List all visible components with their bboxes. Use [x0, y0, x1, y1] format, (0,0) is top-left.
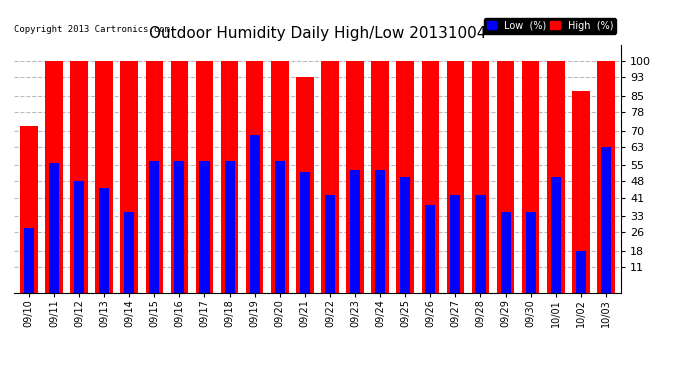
- Bar: [321, 61, 339, 292]
- Bar: [576, 251, 586, 292]
- Bar: [296, 77, 314, 292]
- Bar: [24, 228, 34, 292]
- Bar: [400, 177, 411, 292]
- Bar: [149, 160, 159, 292]
- Bar: [146, 61, 163, 292]
- Bar: [175, 160, 184, 292]
- Bar: [49, 163, 59, 292]
- Bar: [224, 160, 235, 292]
- Bar: [275, 160, 285, 292]
- Bar: [547, 61, 564, 292]
- Title: Outdoor Humidity Daily High/Low 20131004: Outdoor Humidity Daily High/Low 20131004: [149, 26, 486, 41]
- Bar: [121, 61, 138, 292]
- Text: Copyright 2013 Cartronics.com: Copyright 2013 Cartronics.com: [14, 25, 170, 34]
- Bar: [350, 170, 360, 292]
- Bar: [20, 126, 38, 292]
- Bar: [170, 61, 188, 292]
- Legend: Low  (%), High  (%): Low (%), High (%): [484, 18, 616, 33]
- Bar: [375, 170, 385, 292]
- Bar: [45, 61, 63, 292]
- Bar: [497, 61, 514, 292]
- Bar: [325, 195, 335, 292]
- Bar: [300, 172, 310, 292]
- Bar: [124, 211, 135, 292]
- Bar: [70, 61, 88, 292]
- Bar: [425, 205, 435, 292]
- Bar: [271, 61, 288, 292]
- Bar: [346, 61, 364, 292]
- Bar: [526, 211, 535, 292]
- Bar: [500, 211, 511, 292]
- Bar: [551, 177, 561, 292]
- Bar: [572, 91, 590, 292]
- Bar: [371, 61, 389, 292]
- Bar: [446, 61, 464, 292]
- Bar: [196, 61, 213, 292]
- Bar: [221, 61, 238, 292]
- Bar: [601, 147, 611, 292]
- Bar: [95, 61, 113, 292]
- Bar: [99, 188, 109, 292]
- Bar: [597, 61, 615, 292]
- Bar: [74, 182, 84, 292]
- Bar: [246, 61, 264, 292]
- Bar: [422, 61, 439, 292]
- Bar: [397, 61, 414, 292]
- Bar: [250, 135, 259, 292]
- Bar: [522, 61, 540, 292]
- Bar: [451, 195, 460, 292]
- Bar: [199, 160, 210, 292]
- Bar: [472, 61, 489, 292]
- Bar: [475, 195, 486, 292]
